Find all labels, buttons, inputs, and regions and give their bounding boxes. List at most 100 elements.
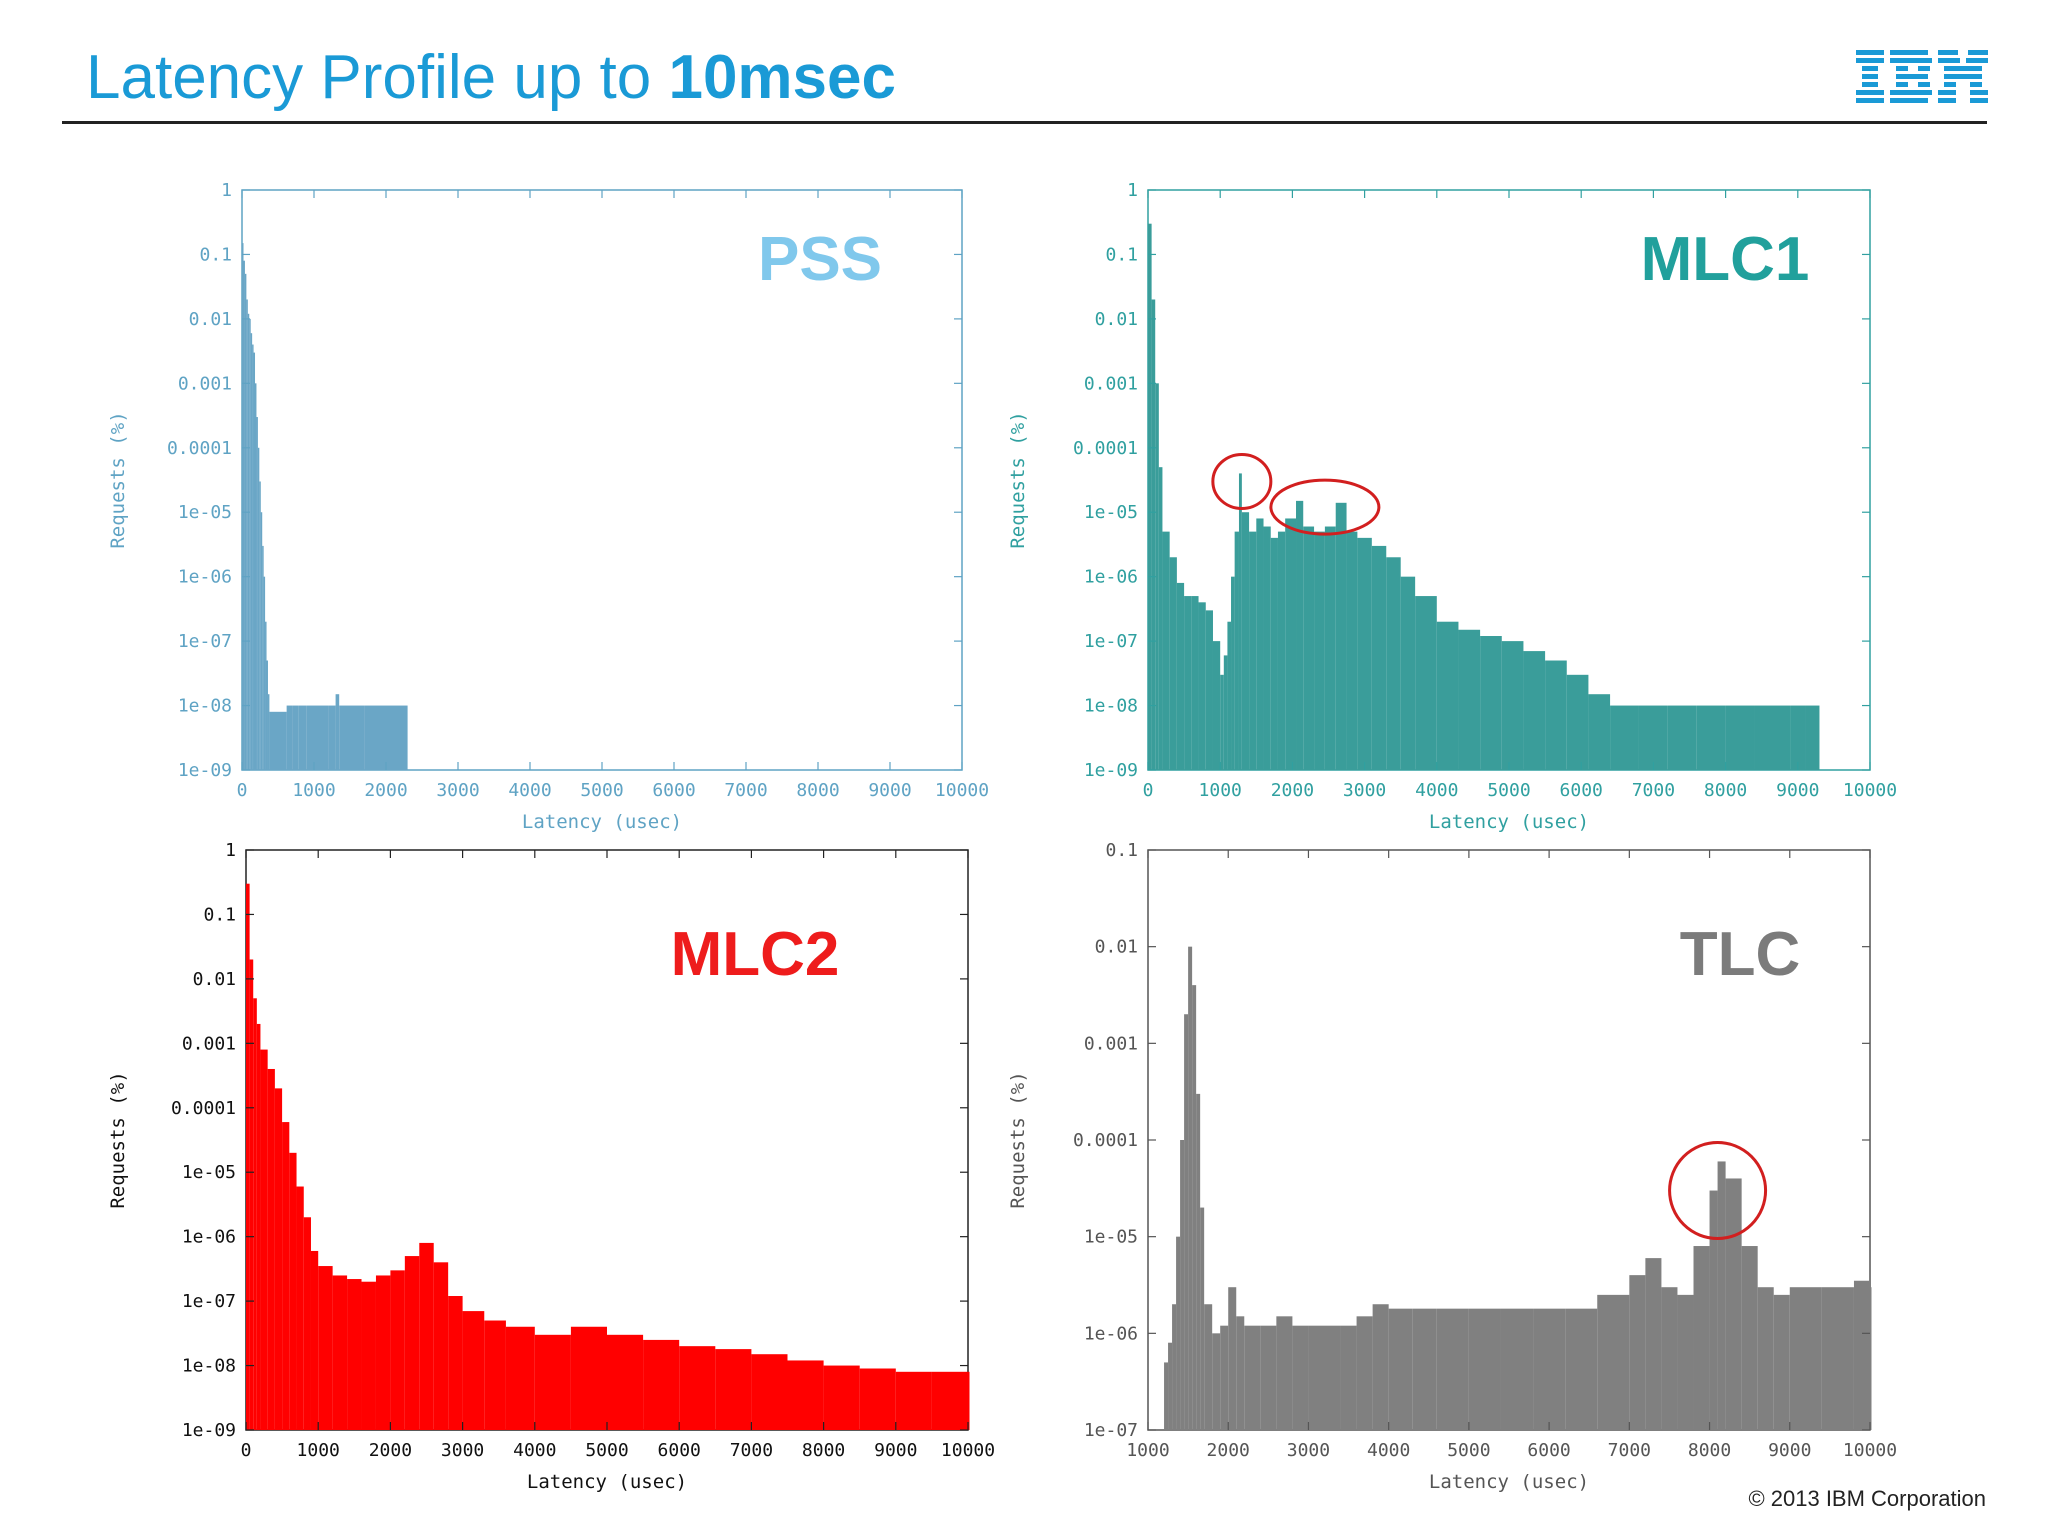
- y-tick-label: 1e-05: [1084, 1227, 1138, 1248]
- x-tick-label: 3000: [436, 780, 479, 801]
- x-tick-label: 8000: [802, 1440, 845, 1461]
- x-tick-label: 9000: [1768, 1440, 1811, 1461]
- bar: [1436, 1308, 1469, 1430]
- highlight-ellipse: [1269, 478, 1381, 536]
- y-tick-label: 0.01: [193, 969, 236, 990]
- y-tick-label: 1e-06: [182, 1227, 236, 1248]
- x-tick-label: 8000: [1688, 1440, 1731, 1461]
- bar: [1709, 1190, 1718, 1430]
- bar: [1192, 985, 1197, 1430]
- bar-group: [1148, 223, 1820, 770]
- bar: [1870, 1287, 1872, 1430]
- bar: [1565, 1308, 1598, 1430]
- bar: [1180, 1140, 1185, 1430]
- y-tick-label: 0.001: [1084, 1033, 1138, 1054]
- x-tick-label: 1000: [297, 1440, 340, 1461]
- y-axis-label: Requests (%): [1007, 411, 1029, 548]
- bar: [1412, 1308, 1437, 1430]
- x-tick-label: 9000: [868, 780, 911, 801]
- bar: [1296, 500, 1304, 770]
- x-tick-label: 7000: [1632, 780, 1675, 801]
- y-tick-label: 0.0001: [1073, 1130, 1138, 1151]
- bar: [1249, 531, 1257, 770]
- bar: [1158, 467, 1163, 770]
- bar: [1151, 299, 1156, 770]
- bar: [859, 1368, 896, 1430]
- bar: [263, 576, 266, 770]
- x-tick-label: 6000: [1527, 1440, 1570, 1461]
- y-tick-label: 1e-07: [182, 1291, 236, 1312]
- bar: [1340, 1325, 1357, 1430]
- title-divider: [62, 121, 1987, 124]
- bar: [1853, 1280, 1870, 1430]
- bar: [347, 1279, 362, 1430]
- y-tick-label: 0.1: [1105, 244, 1138, 265]
- bar: [253, 352, 256, 770]
- bar: [274, 1088, 283, 1430]
- bar: [1371, 545, 1387, 770]
- bar: [249, 959, 254, 1430]
- bar: [1212, 1333, 1221, 1430]
- y-axis-label: Requests (%): [107, 1071, 129, 1208]
- bar: [254, 383, 257, 770]
- bar: [1741, 1246, 1758, 1430]
- x-tick-label: 1000: [292, 780, 335, 801]
- bar: [1501, 641, 1524, 770]
- bar: [247, 313, 250, 770]
- y-tick-label: 1e-08: [182, 1356, 236, 1377]
- bar: [306, 705, 329, 770]
- bar: [1436, 621, 1459, 770]
- bar: [1677, 1294, 1694, 1430]
- y-tick-label: 0.0001: [171, 1098, 236, 1119]
- bar: [1415, 596, 1437, 770]
- bar: [286, 705, 293, 770]
- x-tick-label: 9000: [1776, 780, 1819, 801]
- bar: [260, 1049, 268, 1430]
- bar: [1725, 705, 1755, 770]
- bar: [1324, 1325, 1341, 1430]
- bar: [1805, 705, 1820, 770]
- plot-frame: [241, 189, 963, 771]
- bar: [257, 447, 260, 770]
- y-tick-label: 0.01: [189, 309, 232, 330]
- bar: [1184, 1014, 1189, 1430]
- y-axis-label: Requests (%): [107, 411, 129, 548]
- highlight-circle: [1211, 452, 1273, 510]
- chart-mlc1: 1 0.1 0.01 0.001 0.0001 1e-05 1e-06 1e-07 1e-08 1…: [1007, 180, 1897, 833]
- bar: [1276, 1316, 1293, 1430]
- y-tick-label: 0.001: [178, 373, 232, 394]
- bar: [1212, 641, 1221, 770]
- y-tick-label: 1: [221, 180, 232, 201]
- x-tick-label: 7000: [1608, 1440, 1651, 1461]
- bar: [332, 705, 336, 770]
- chart-title: MLC1: [1641, 225, 1810, 294]
- bar: [339, 705, 350, 770]
- bar: [390, 1270, 405, 1430]
- x-axis-label: Latency (usec): [522, 811, 682, 833]
- y-tick-label: 1: [225, 840, 236, 861]
- bar: [361, 1281, 376, 1430]
- bar-group: [246, 883, 970, 1430]
- x-tick-label: 10000: [941, 1440, 995, 1461]
- bar: [375, 1275, 391, 1430]
- bar: [1545, 660, 1567, 770]
- bar: [1244, 1325, 1261, 1430]
- y-tick-label: 0.1: [203, 904, 236, 925]
- bar: [1285, 518, 1297, 770]
- bar: [244, 273, 247, 770]
- bar: [249, 318, 251, 770]
- y-tick-label: 1e-06: [178, 567, 232, 588]
- bar: [1610, 705, 1639, 770]
- bar: [643, 1339, 680, 1430]
- bar: [1773, 1294, 1790, 1430]
- x-axis-label: Latency (usec): [1429, 1471, 1589, 1493]
- bar: [679, 1346, 716, 1430]
- bar: [1386, 557, 1401, 770]
- bar: [1667, 705, 1697, 770]
- x-tick-label: 2000: [364, 780, 407, 801]
- y-tick-label: 1e-06: [1084, 1323, 1138, 1344]
- bar: [296, 1186, 304, 1430]
- bar: [1162, 531, 1170, 770]
- bar: [1597, 1294, 1630, 1430]
- chart-title: PSS: [758, 225, 882, 294]
